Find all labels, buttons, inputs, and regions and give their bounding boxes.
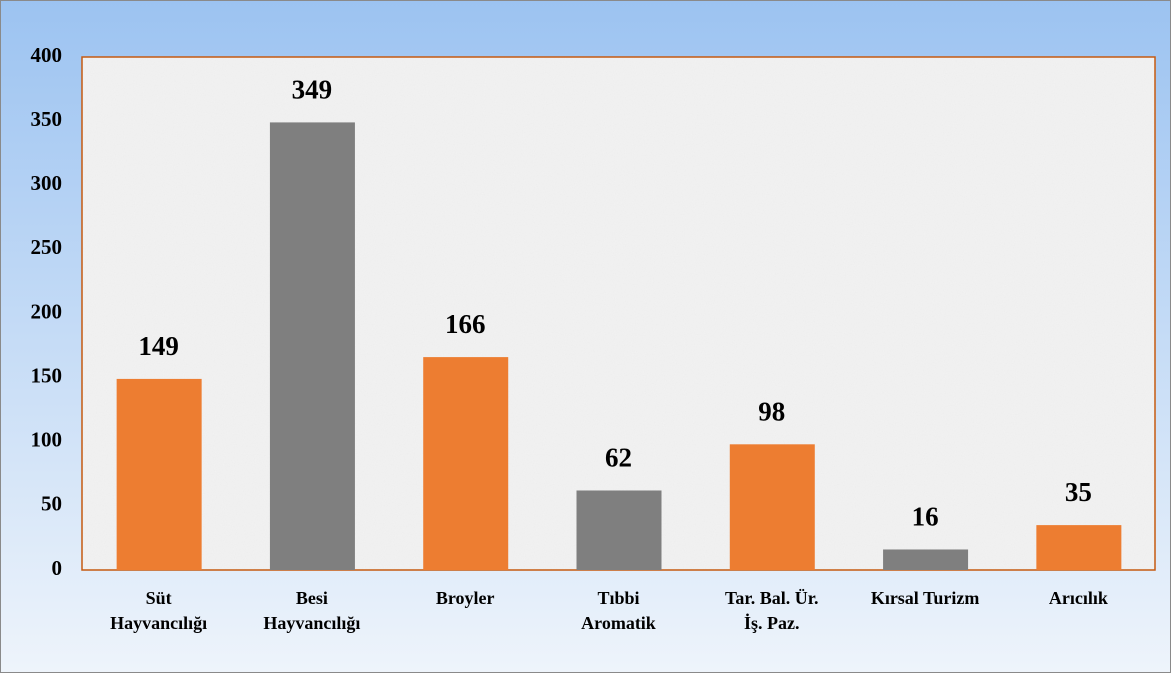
value-label: 349 (292, 74, 333, 104)
plot-area (82, 57, 1155, 570)
bar (729, 444, 815, 570)
x-tick-label: Arıcılık (1049, 588, 1108, 608)
y-tick-label: 50 (41, 492, 62, 516)
value-label: 16 (912, 501, 939, 531)
y-tick-label: 350 (31, 107, 63, 131)
bar (576, 490, 662, 570)
value-label: 166 (445, 309, 486, 339)
bar (883, 549, 969, 570)
y-tick-label: 300 (31, 171, 63, 195)
x-tick-label: Tıbbi Aromatik (581, 588, 656, 633)
y-tick-label: 400 (31, 43, 63, 67)
y-tick-label: 200 (31, 299, 63, 323)
y-tick-label: 250 (31, 235, 63, 259)
x-tick-label: Süt Hayvancılığı (110, 588, 207, 633)
bar (116, 378, 202, 570)
x-tick-label: Broyler (436, 588, 495, 608)
bar (1036, 525, 1122, 570)
y-tick-label: 100 (31, 428, 63, 452)
x-tick-label: Besi Hayvancılığı (263, 588, 360, 633)
value-label: 98 (758, 396, 785, 426)
value-label: 149 (138, 331, 179, 361)
bar (423, 357, 509, 570)
x-tick-label: Tar. Bal. Ür. İş. Paz. (725, 588, 819, 633)
value-label: 62 (605, 442, 632, 472)
y-tick-label: 150 (31, 363, 63, 387)
y-tick-label: 0 (52, 556, 63, 580)
value-label: 35 (1065, 477, 1092, 507)
bar (269, 122, 355, 570)
x-tick-label: Kırsal Turizm (871, 588, 980, 608)
